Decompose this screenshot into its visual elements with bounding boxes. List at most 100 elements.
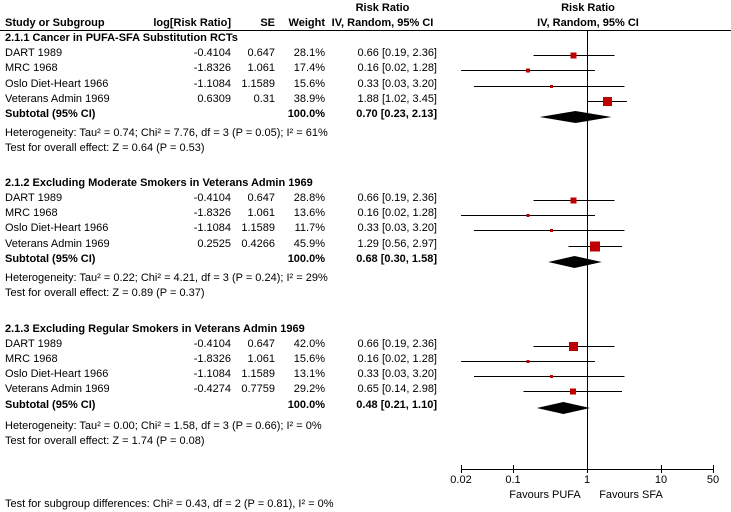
study-se: 1.061: [247, 62, 275, 74]
study-weight: 17.4%: [293, 62, 325, 74]
x-axis-tick-label: 0.1: [505, 474, 521, 486]
study-ci-text: 0.33 [0.03, 3.20]: [357, 78, 437, 90]
study-ci-text: 0.66 [0.19, 2.36]: [357, 192, 437, 204]
study-name: MRC 1968: [5, 353, 58, 365]
effect-square: [602, 97, 612, 106]
study-se: 1.1589: [241, 78, 275, 90]
study-se: 1.061: [247, 353, 275, 365]
study-weight: 15.6%: [293, 353, 325, 365]
effect-square: [569, 342, 579, 351]
effect-square: [549, 375, 553, 378]
study-ci-text: 0.66 [0.19, 2.36]: [357, 338, 437, 350]
overall-effect-text: Test for overall effect: Z = 1.74 (P = 0…: [5, 435, 205, 447]
subgroup-differences-footer: Test for subgroup differences: Chi² = 0.…: [5, 498, 334, 510]
subtotal-weight: 100.0%: [287, 399, 325, 411]
study-log-risk-ratio: -1.8326: [193, 62, 231, 74]
study-log-risk-ratio: -1.1084: [193, 78, 231, 90]
study-weight: 15.6%: [293, 78, 325, 90]
study-ci-text: 0.33 [0.03, 3.20]: [357, 368, 437, 380]
effect-square: [525, 68, 530, 73]
subgroup-title: 2.1.3 Excluding Regular Smokers in Veter…: [5, 323, 305, 335]
effect-square: [549, 229, 553, 232]
effect-measure-header-plot-column: Risk Ratio: [561, 2, 615, 14]
subtotal-ci-text: 0.70 [0.23, 2.13]: [356, 108, 437, 120]
study-weight: 13.6%: [293, 207, 325, 219]
x-axis-tick-label: 50: [706, 474, 720, 486]
study-log-risk-ratio: -0.4274: [193, 383, 231, 395]
study-ci-text: 1.29 [0.56, 2.97]: [357, 238, 437, 250]
study-log-risk-ratio: 0.6309: [197, 93, 231, 105]
overall-effect-text: Test for overall effect: Z = 0.64 (P = 0…: [5, 142, 205, 154]
study-name: MRC 1968: [5, 62, 58, 74]
effect-square: [590, 241, 601, 252]
subgroup-title: 2.1.1 Cancer in PUFA-SFA Substitution RC…: [5, 32, 238, 44]
effect-square: [526, 214, 530, 217]
study-log-risk-ratio: 0.2525: [197, 238, 231, 250]
study-se: 0.647: [247, 338, 275, 350]
study-log-risk-ratio: -0.4104: [193, 192, 231, 204]
column-header-ci-text: IV, Random, 95% CI: [331, 17, 434, 29]
effect-measure-header-text-column: Risk Ratio: [355, 2, 410, 14]
study-ci-text: 0.66 [0.19, 2.36]: [357, 47, 437, 59]
study-log-risk-ratio: -1.1084: [193, 222, 231, 234]
subtotal-weight: 100.0%: [287, 253, 325, 265]
study-name: Veterans Admin 1969: [5, 93, 110, 105]
subtotal-label: Subtotal (95% CI): [5, 253, 96, 265]
subtotal-ci-text: 0.68 [0.30, 1.58]: [356, 253, 437, 265]
effect-square: [570, 388, 577, 395]
effect-square: [526, 360, 530, 363]
study-weight: 28.8%: [293, 192, 325, 204]
study-se: 1.1589: [241, 222, 275, 234]
subtotal-label: Subtotal (95% CI): [5, 108, 96, 120]
subtotal-ci-text: 0.48 [0.21, 1.10]: [356, 399, 437, 411]
study-log-risk-ratio: -1.8326: [193, 207, 231, 219]
heterogeneity-text: Heterogeneity: Tau² = 0.74; Chi² = 7.76,…: [5, 127, 328, 139]
study-weight: 38.9%: [293, 93, 325, 105]
overall-effect-text: Test for overall effect: Z = 0.89 (P = 0…: [5, 287, 205, 299]
study-se: 0.7759: [241, 383, 275, 395]
x-axis-tick-label: 10: [654, 474, 668, 486]
x-axis-tick-label: 0.02: [450, 474, 472, 486]
heterogeneity-text: Heterogeneity: Tau² = 0.22; Chi² = 4.21,…: [5, 272, 328, 284]
study-log-risk-ratio: -0.4104: [193, 47, 231, 59]
column-header-log-risk-ratio: log[Risk Ratio]: [153, 17, 231, 29]
axis-favours-left-label: Favours PUFA: [509, 489, 581, 501]
study-se: 0.647: [247, 192, 275, 204]
study-weight: 29.2%: [293, 383, 325, 395]
study-name: Oslo Diet-Heart 1966: [5, 368, 109, 380]
study-weight: 13.1%: [293, 368, 325, 380]
study-se: 0.31: [253, 93, 275, 105]
study-name: Oslo Diet-Heart 1966: [5, 78, 109, 90]
effect-square: [570, 197, 577, 204]
study-weight: 45.9%: [293, 238, 325, 250]
effect-square: [549, 85, 553, 88]
study-se: 0.4266: [241, 238, 275, 250]
study-ci-text: 0.16 [0.02, 1.28]: [357, 62, 437, 74]
study-log-risk-ratio: -1.8326: [193, 353, 231, 365]
study-ci-text: 0.16 [0.02, 1.28]: [357, 353, 437, 365]
study-name: DART 1989: [5, 47, 63, 59]
study-weight: 42.0%: [293, 338, 325, 350]
column-header-ci-plot: IV, Random, 95% CI: [537, 17, 639, 29]
study-name: MRC 1968: [5, 207, 58, 219]
study-name: Veterans Admin 1969: [5, 383, 110, 395]
column-header-study: Study or Subgroup: [5, 17, 105, 29]
study-ci-text: 1.88 [1.02, 3.45]: [357, 93, 437, 105]
study-name: DART 1989: [5, 192, 63, 204]
column-header-weight: Weight: [288, 17, 325, 29]
subtotal-label: Subtotal (95% CI): [5, 399, 96, 411]
subgroup-title: 2.1.2 Excluding Moderate Smokers in Vete…: [5, 177, 313, 189]
axis-favours-right-label: Favours SFA: [599, 489, 663, 501]
study-se: 1.061: [247, 207, 275, 219]
study-ci-text: 0.65 [0.14, 2.98]: [357, 383, 437, 395]
x-axis-tick-label: 1: [583, 474, 591, 486]
study-name: Oslo Diet-Heart 1966: [5, 222, 109, 234]
study-log-risk-ratio: -0.4104: [193, 338, 231, 350]
subtotal-weight: 100.0%: [287, 108, 325, 120]
study-se: 1.1589: [241, 368, 275, 380]
study-ci-text: 0.16 [0.02, 1.28]: [357, 207, 437, 219]
study-weight: 11.7%: [294, 222, 325, 234]
subtotal-diamond: [548, 256, 602, 268]
study-log-risk-ratio: -1.1084: [193, 368, 231, 380]
